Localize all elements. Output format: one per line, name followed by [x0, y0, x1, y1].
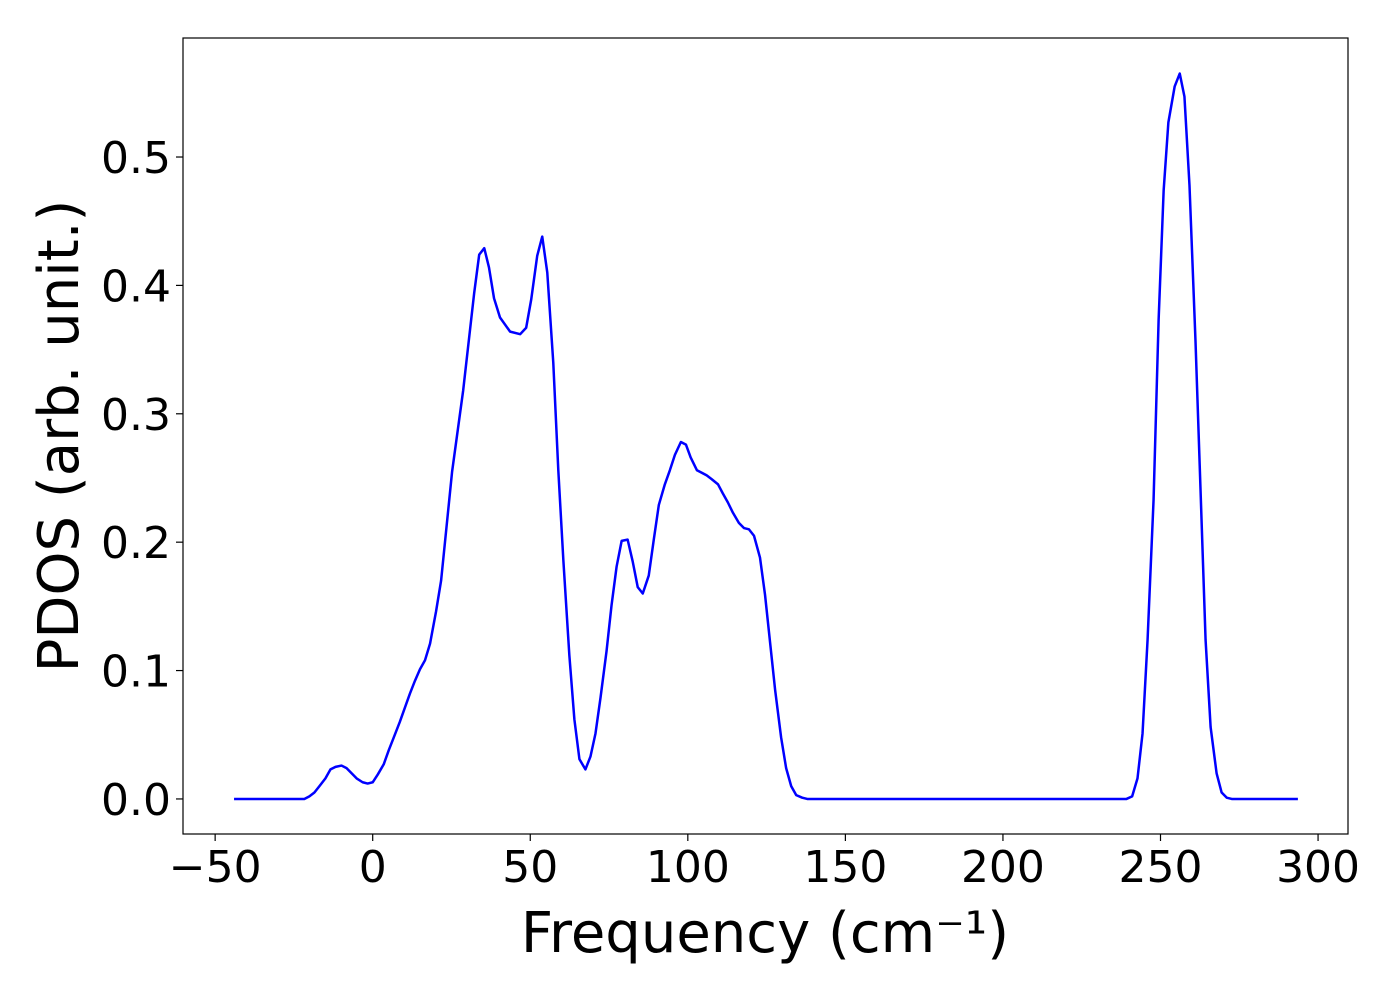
y-tick-label: 0.2: [101, 518, 171, 569]
y-tick-label: 0.5: [101, 133, 171, 184]
y-tick-label: 0.0: [101, 775, 171, 826]
x-tick-label: 150: [803, 842, 887, 893]
y-tick-label: 0.1: [101, 647, 171, 698]
data-line: [234, 72, 1298, 801]
x-tick-label: 300: [1276, 842, 1360, 893]
x-tick-label: 50: [502, 842, 558, 893]
x-tick-label: 100: [646, 842, 730, 893]
y-tick-label: 0.3: [101, 390, 171, 441]
x-tick-label: −50: [169, 842, 262, 893]
x-tick-label: 200: [961, 842, 1045, 893]
x-tick-label: 0: [359, 842, 387, 893]
plot-frame: [182, 37, 1349, 835]
x-tick-label: 250: [1119, 842, 1203, 893]
x-axis-label: Frequency (cm⁻¹): [521, 901, 1009, 966]
y-tick-label: 0.4: [101, 261, 171, 312]
y-axis-label: PDOS (arb. unit.): [27, 200, 92, 673]
